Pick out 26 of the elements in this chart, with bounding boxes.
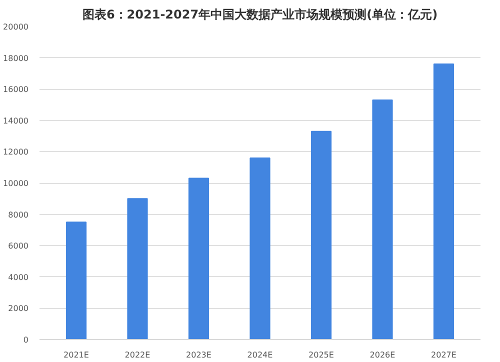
x-tick-label: 2025E [308, 350, 334, 360]
bar [250, 157, 270, 340]
bar [372, 100, 393, 340]
y-tick-label: 4000 [8, 272, 28, 282]
x-tick-label: 2024E [247, 350, 273, 360]
bar [433, 64, 454, 340]
y-tick-label: 6000 [8, 242, 28, 251]
y-tick-label: 8000 [8, 210, 28, 220]
y-tick-label: 0 [23, 336, 29, 344]
y-tick-label: 12000 [3, 148, 29, 157]
y-tick-label: 10000 [3, 179, 29, 188]
x-tick-label: 2021E [64, 350, 89, 360]
y-tick-label: 20000 [3, 22, 29, 32]
bar [66, 222, 87, 340]
bar [127, 198, 148, 340]
x-tick-label: 2023E [186, 350, 212, 360]
x-tick-label: 2027E [431, 350, 456, 360]
x-tick-label: 2026E [370, 350, 396, 360]
chart-title: 图表6：2021-2027年中国大数据产业市场规模预测(单位：亿元) [82, 8, 438, 22]
y-tick-label: 16000 [3, 85, 29, 94]
x-tick-label: 2022E [124, 350, 150, 360]
y-tick-label: 14000 [3, 116, 29, 126]
bar [188, 178, 210, 340]
y-tick-label: 18000 [3, 54, 29, 63]
bar [310, 130, 332, 340]
y-tick-label: 2000 [8, 304, 28, 314]
